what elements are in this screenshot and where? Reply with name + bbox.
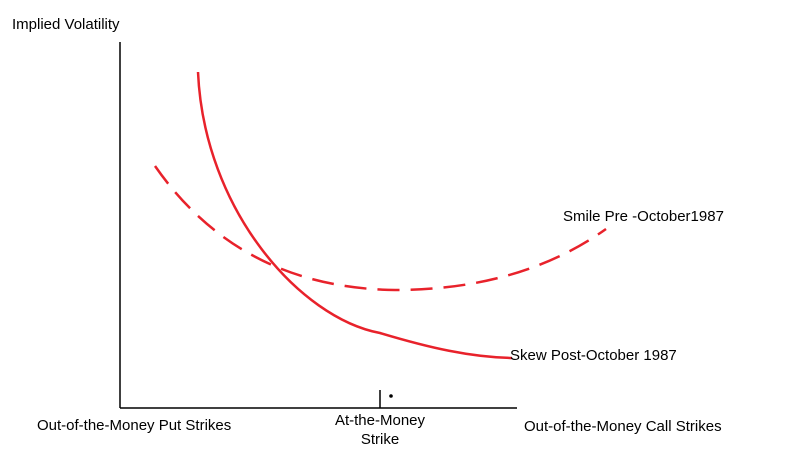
- smile-curve: [153, 165, 607, 292]
- x-label-center: At-the-Money: [335, 412, 426, 429]
- dot: [389, 394, 393, 398]
- x-label-left: Out-of-the-Money Put Strikes: [37, 417, 231, 434]
- x-label-right: Out-of-the-Money Call Strikes: [524, 418, 722, 435]
- curve-label: Smile Pre -October1987: [563, 208, 724, 225]
- curve-label: Skew Post-October 1987: [510, 347, 677, 364]
- skew-curve: [196, 71, 513, 360]
- y-axis-label: Implied Volatility: [12, 16, 120, 33]
- x-label-center: Strike: [361, 431, 399, 448]
